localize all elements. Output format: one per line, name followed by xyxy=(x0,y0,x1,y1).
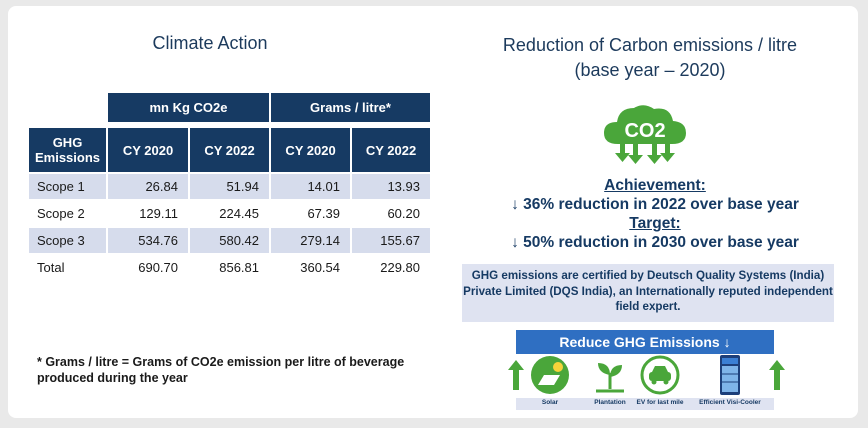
target-heading: Target: xyxy=(629,215,681,232)
row-label: Total xyxy=(29,255,106,280)
group-header-mnkg: mn Kg CO2e xyxy=(108,93,269,122)
co2-text: CO2 xyxy=(624,120,665,142)
plant-icon xyxy=(596,363,624,393)
col-header-cy2022-gl: CY 2022 xyxy=(352,128,430,172)
target-text: ↓ 50% reduction in 2030 over base year xyxy=(511,234,799,251)
cell: 67.39 xyxy=(271,201,350,226)
co2-cloud-icon: CO2 xyxy=(604,105,686,164)
table-row: Scope 3 534.76 580.42 279.14 155.67 xyxy=(29,228,430,253)
reduce-ghg-banner: Reduce GHG Emissions ↓ xyxy=(516,330,774,354)
up-arrow-right-icon xyxy=(769,360,785,390)
achievement-block: Achievement: ↓ 36% reduction in 2022 ove… xyxy=(455,176,855,252)
cell: 856.81 xyxy=(190,255,269,280)
cell: 155.67 xyxy=(352,228,430,253)
initiative-label: Plantation xyxy=(594,399,626,406)
climate-action-title: Climate Action xyxy=(152,33,268,53)
col-header-cy2020-gl: CY 2020 xyxy=(271,128,350,172)
cell: 129.11 xyxy=(108,201,188,226)
table-row: Total 690.70 856.81 360.54 229.80 xyxy=(29,255,430,280)
cell: 51.94 xyxy=(190,174,269,199)
ev-car-icon xyxy=(640,355,680,395)
cell: 26.84 xyxy=(108,174,188,199)
cell: 224.45 xyxy=(190,201,269,226)
reduction-title-line2: (base year – 2020) xyxy=(574,60,726,80)
achievement-heading: Achievement: xyxy=(604,177,706,194)
col-header-cy2020-mn: CY 2020 xyxy=(108,128,188,172)
cell: 60.20 xyxy=(352,201,430,226)
row-label: Scope 1 xyxy=(29,174,106,199)
footnote: * Grams / litre = Grams of CO2e emission… xyxy=(37,355,405,385)
initiative-label-bar xyxy=(516,398,774,410)
cell: 13.93 xyxy=(352,174,430,199)
cell: 279.14 xyxy=(271,228,350,253)
achievement-text: ↓ 36% reduction in 2022 over base year xyxy=(511,196,799,213)
cell: 580.42 xyxy=(190,228,269,253)
initiative-label: Solar xyxy=(541,399,559,406)
cell: 534.76 xyxy=(108,228,188,253)
table-row: Scope 2 129.11 224.45 67.39 60.20 xyxy=(29,201,430,226)
visi-cooler-icon xyxy=(720,355,740,395)
cell: 690.70 xyxy=(108,255,188,280)
table-row: Scope 1 26.84 51.94 14.01 13.93 xyxy=(29,174,430,199)
reduction-title: Reduction of Carbon emissions / litre (b… xyxy=(440,33,860,83)
up-arrow-left-icon xyxy=(508,360,524,390)
initiative-label: EV for last mile xyxy=(636,399,684,406)
initiatives-strip: Solar Plantation EV for last mile Effici… xyxy=(508,355,794,411)
cell: 14.01 xyxy=(271,174,350,199)
initiative-solar: Solar xyxy=(522,355,578,406)
reduction-title-line1: Reduction of Carbon emissions / litre xyxy=(502,35,798,55)
initiative-cooler: Efficient Visi-Cooler xyxy=(699,355,761,406)
row-label: Scope 2 xyxy=(29,201,106,226)
col-header-cy2022-mn: CY 2022 xyxy=(190,128,269,172)
ghg-table: mn Kg CO2e Grams / litre* GHG Emissions … xyxy=(27,91,432,282)
cell: 229.80 xyxy=(352,255,430,280)
cell: 360.54 xyxy=(271,255,350,280)
certification-note: GHG emissions are certified by Deutsch Q… xyxy=(462,264,834,322)
group-header-grams: Grams / litre* xyxy=(271,93,430,122)
solar-icon xyxy=(531,356,569,394)
initiative-plantation: Plantation xyxy=(582,355,638,406)
row-label: Scope 3 xyxy=(29,228,106,253)
col-header-ghg: GHG Emissions xyxy=(29,128,106,172)
initiative-ev: EV for last mile xyxy=(632,355,688,406)
initiative-label: Efficient Visi-Cooler xyxy=(699,399,761,406)
